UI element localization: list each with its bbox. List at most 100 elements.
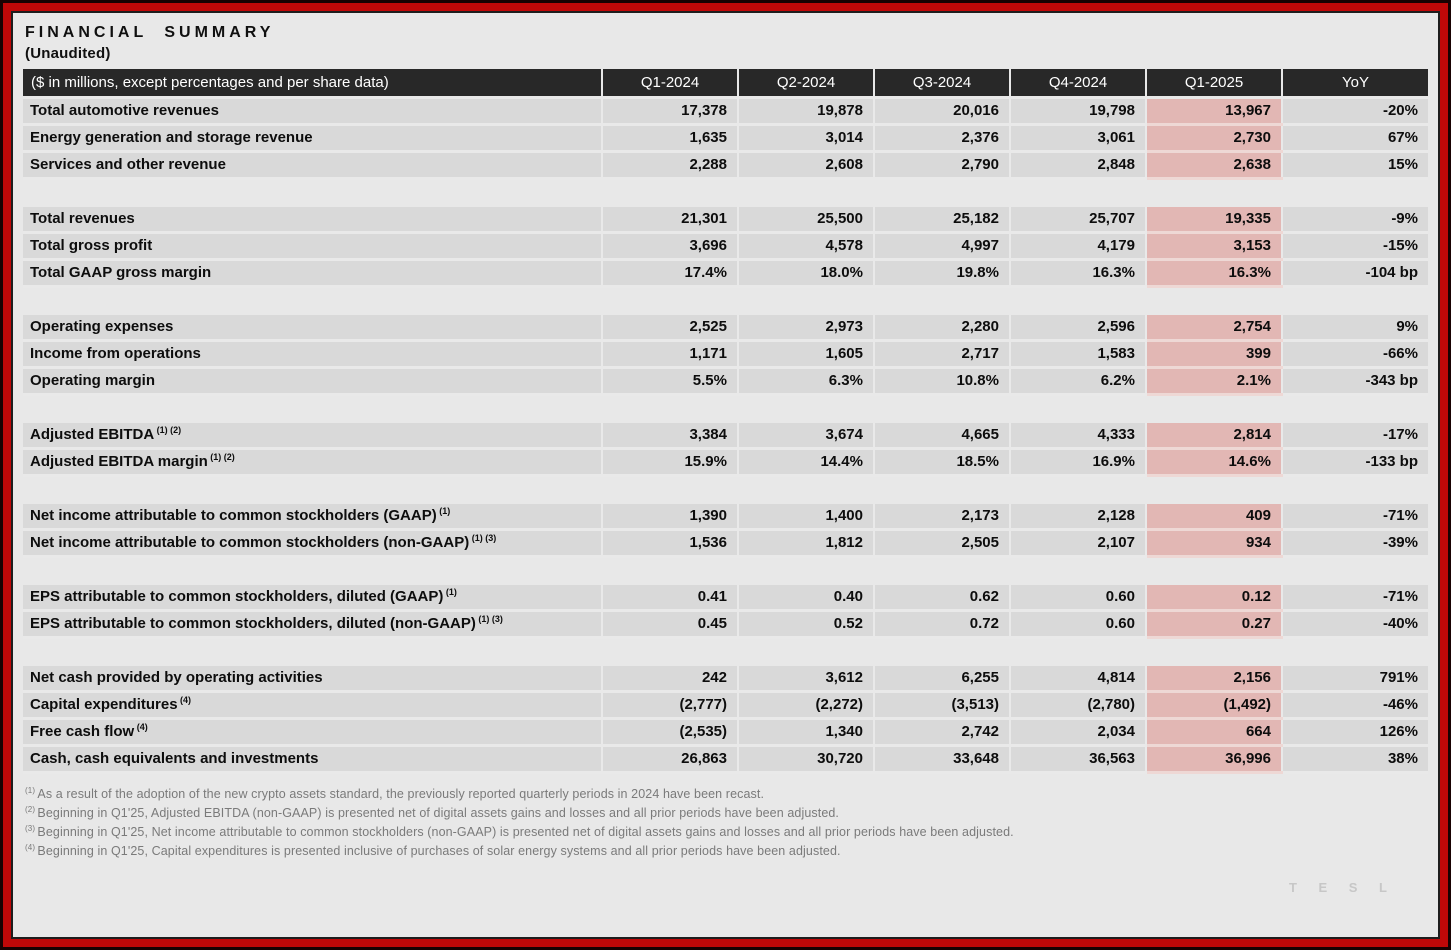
- section-spacer: [23, 556, 1428, 585]
- cell-yoy: 9%: [1281, 313, 1428, 342]
- cell-q1-2025: 399: [1145, 340, 1282, 369]
- row-label: Net income attributable to common stockh…: [23, 502, 602, 531]
- table-row: Operating expenses 2,525 2,973 2,280 2,596 2,…: [23, 313, 1428, 342]
- cell-yoy: -9%: [1281, 205, 1428, 234]
- cell-q2-2024: 30,720: [737, 745, 874, 774]
- cell-q1-2024: 3,696: [601, 232, 738, 261]
- row-label: Operating expenses: [23, 313, 602, 342]
- cell-q1-2025: 36,996: [1145, 745, 1282, 774]
- page-title: FINANCIAL SUMMARY: [25, 24, 275, 41]
- units-header: ($ in millions, except percentages and p…: [23, 69, 602, 99]
- table-row: Free cash flow (4) (2,535) 1,340 2,742 2,034…: [23, 718, 1428, 747]
- cell-q2-2024: 2,973: [737, 313, 874, 342]
- cell-q4-2024: 2,848: [1009, 151, 1146, 180]
- cell-q2-2024: 4,578: [737, 232, 874, 261]
- cell-q4-2024: 2,596: [1009, 313, 1146, 342]
- cell-q2-2024: 0.52: [737, 610, 874, 639]
- table-row: Capital expenditures (4) (2,777) (2,272) (3…: [23, 691, 1428, 720]
- cell-q1-2024: (2,777): [601, 691, 738, 720]
- cell-q1-2025: 934: [1145, 529, 1282, 558]
- table-row: Operating margin 5.5% 6.3% 10.8% 6.2% 2.1% -34…: [23, 367, 1428, 396]
- cell-q1-2025: 14.6%: [1145, 448, 1282, 477]
- footnote-marker: (1): [25, 785, 38, 795]
- row-label: Net cash provided by operating activitie…: [23, 664, 602, 693]
- footnote-marker: (4): [177, 695, 192, 705]
- section-spacer: [23, 394, 1428, 423]
- cell-yoy: -15%: [1281, 232, 1428, 261]
- cell-q1-2024: 2,525: [601, 313, 738, 342]
- footnote-line: (4) Beginning in Q1'25, Capital expendit…: [25, 842, 841, 858]
- table-row: Energy generation and storage revenue 1,6…: [23, 124, 1428, 153]
- footnotes: (1) As a result of the adoption of the n…: [23, 785, 1428, 861]
- page-subtitle: (Unaudited): [25, 45, 111, 62]
- cell-yoy: -20%: [1281, 97, 1428, 126]
- cell-q2-2024: 1,340: [737, 718, 874, 747]
- financial-summary-table: ($ in millions, except percentages and p…: [23, 69, 1428, 774]
- column-header-q1-2024: Q1-2024: [601, 69, 738, 99]
- column-header-q1-2025: Q1-2025: [1145, 69, 1282, 99]
- row-label: Total GAAP gross margin: [23, 259, 602, 288]
- cell-q4-2024: (2,780): [1009, 691, 1146, 720]
- financial-summary-page: FINANCIAL SUMMARY (Unaudited) ($ in mill…: [11, 11, 1440, 939]
- table-row: Adjusted EBITDA margin (1) (2) 15.9% 14.4%…: [23, 448, 1428, 477]
- cell-q1-2024: 0.41: [601, 583, 738, 612]
- row-label: Cash, cash equivalents and investments: [23, 745, 602, 774]
- table-header: ($ in millions, except percentages and p…: [23, 69, 1428, 99]
- column-header-q3-2024: Q3-2024: [873, 69, 1010, 99]
- cell-q2-2024: 19,878: [737, 97, 874, 126]
- table-row: Cash, cash equivalents and investments 26…: [23, 745, 1428, 774]
- row-label: Adjusted EBITDA (1) (2): [23, 421, 602, 450]
- cell-yoy: -39%: [1281, 529, 1428, 558]
- cell-q2-2024: 1,400: [737, 502, 874, 531]
- spacer-cell: [23, 286, 1428, 315]
- cell-q3-2024: 2,376: [873, 124, 1010, 153]
- cell-yoy: -343 bp: [1281, 367, 1428, 396]
- cell-yoy: -40%: [1281, 610, 1428, 639]
- cell-q3-2024: 2,505: [873, 529, 1010, 558]
- row-label: EPS attributable to common stockholders,…: [23, 610, 602, 639]
- cell-q3-2024: 0.72: [873, 610, 1010, 639]
- cell-q3-2024: 2,742: [873, 718, 1010, 747]
- cell-yoy: 126%: [1281, 718, 1428, 747]
- cell-q3-2024: (3,513): [873, 691, 1010, 720]
- cell-q4-2024: 4,333: [1009, 421, 1146, 450]
- spacer-cell: [23, 394, 1428, 423]
- column-header-yoy: YoY: [1281, 69, 1428, 99]
- table-row: Total revenues 21,301 25,500 25,182 25,707 19…: [23, 205, 1428, 234]
- cell-q1-2024: 2,288: [601, 151, 738, 180]
- row-label: EPS attributable to common stockholders,…: [23, 583, 602, 612]
- spacer-cell: [23, 178, 1428, 207]
- cell-q1-2024: 1,390: [601, 502, 738, 531]
- cell-yoy: -104 bp: [1281, 259, 1428, 288]
- cell-q4-2024: 0.60: [1009, 583, 1146, 612]
- footnote-marker: (2): [25, 804, 38, 814]
- cell-q4-2024: 25,707: [1009, 205, 1146, 234]
- cell-q1-2024: 1,635: [601, 124, 738, 153]
- cell-q1-2025: 3,153: [1145, 232, 1282, 261]
- section-spacer: [23, 637, 1428, 666]
- cell-q4-2024: 16.9%: [1009, 448, 1146, 477]
- cell-q4-2024: 16.3%: [1009, 259, 1146, 288]
- table-row: Total gross profit 3,696 4,578 4,997 4,179 3,…: [23, 232, 1428, 261]
- cell-q2-2024: 1,605: [737, 340, 874, 369]
- cell-q3-2024: 10.8%: [873, 367, 1010, 396]
- cell-q1-2025: 13,967: [1145, 97, 1282, 126]
- spacer-cell: [23, 556, 1428, 585]
- spacer-cell: [23, 637, 1428, 666]
- cell-q4-2024: 2,128: [1009, 502, 1146, 531]
- cell-q2-2024: (2,272): [737, 691, 874, 720]
- cell-q1-2024: 15.9%: [601, 448, 738, 477]
- cell-q1-2024: 3,384: [601, 421, 738, 450]
- cell-q1-2024: 0.45: [601, 610, 738, 639]
- cell-q1-2025: 0.12: [1145, 583, 1282, 612]
- row-label: Income from operations: [23, 340, 602, 369]
- cell-q1-2024: 242: [601, 664, 738, 693]
- cell-q3-2024: 33,648: [873, 745, 1010, 774]
- row-label: Capital expenditures (4): [23, 691, 602, 720]
- row-label: Total automotive revenues: [23, 97, 602, 126]
- cell-yoy: 67%: [1281, 124, 1428, 153]
- cell-q4-2024: 4,814: [1009, 664, 1146, 693]
- cell-q1-2025: 2,156: [1145, 664, 1282, 693]
- cell-q2-2024: 0.40: [737, 583, 874, 612]
- table-row: Total automotive revenues 17,378 19,878 20,…: [23, 97, 1428, 126]
